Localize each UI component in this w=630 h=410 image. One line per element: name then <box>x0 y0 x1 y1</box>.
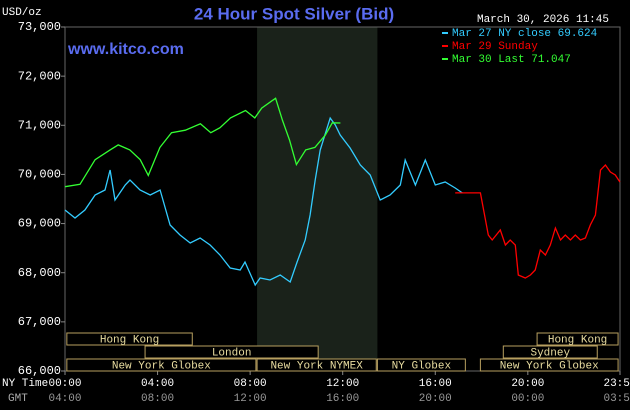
y-tick-label: 73,000 <box>18 20 61 34</box>
website: www.kitco.com <box>67 41 184 58</box>
x2-tick-label: 16:00 <box>326 393 359 405</box>
session-box <box>256 358 377 372</box>
x-axis-label: NY Time <box>2 378 48 390</box>
session-box <box>376 358 466 372</box>
y-tick-label: 70,000 <box>18 168 61 182</box>
y-tick-label: 67,000 <box>18 315 61 329</box>
series-line <box>64 116 463 287</box>
y-tick-label: 71,000 <box>18 118 61 132</box>
chart-title: 24 Hour Spot Silver (Bid) <box>194 4 394 23</box>
session-label: London <box>212 347 252 359</box>
y-axis-label: USD/oz <box>2 7 42 19</box>
x2-tick-label: 08:00 <box>141 393 174 405</box>
session-label: New York Globex <box>112 360 211 372</box>
legend-label: Mar 27 NY close 69.624 <box>452 28 598 40</box>
x2-tick-label: 20:00 <box>419 393 452 405</box>
session-label: New York NYMEX <box>270 360 363 372</box>
legend-swatch <box>442 58 448 60</box>
x-tick-label: 04:00 <box>141 378 174 390</box>
y-tick-label: 69,000 <box>18 217 61 231</box>
x-tick-label: 00:00 <box>48 378 81 390</box>
legend-label: Mar 29 Sunday <box>452 41 538 53</box>
x-tick-label: 16:00 <box>419 378 452 390</box>
x2-axis-label: GMT <box>8 393 28 405</box>
session-label: NY Globex <box>392 360 452 372</box>
y-tick-label: 66,000 <box>18 364 61 378</box>
timestamp: March 30, 2026 11:45 <box>477 14 609 26</box>
shaded-band <box>257 27 378 371</box>
session-box <box>66 358 257 372</box>
session-box <box>66 332 193 346</box>
session-label: Hong Kong <box>548 334 607 346</box>
x-tick-label: 12:00 <box>326 378 359 390</box>
session-label: Hong Kong <box>100 334 159 346</box>
session-label: Sydney <box>530 347 570 359</box>
x-tick-label: 08:00 <box>234 378 267 390</box>
legend-label: Mar 30 Last 71.047 <box>452 54 571 66</box>
series-line <box>455 163 621 279</box>
session-label: New York Globex <box>500 360 599 372</box>
x2-tick-label: 04:00 <box>48 393 81 405</box>
x2-tick-label: 03:59 <box>603 393 630 405</box>
x-tick-label: 20:00 <box>511 378 544 390</box>
session-box <box>479 358 619 372</box>
session-box <box>536 332 619 346</box>
session-box <box>502 345 598 359</box>
legend-swatch <box>442 32 448 34</box>
x-tick-label: 23:59 <box>603 378 630 390</box>
session-box <box>144 345 319 359</box>
x2-tick-label: 12:00 <box>234 393 267 405</box>
legend-swatch <box>442 45 448 47</box>
x2-tick-label: 00:00 <box>511 393 544 405</box>
y-tick-label: 72,000 <box>18 69 61 83</box>
y-tick-label: 68,000 <box>18 266 61 280</box>
series-line <box>64 97 341 188</box>
